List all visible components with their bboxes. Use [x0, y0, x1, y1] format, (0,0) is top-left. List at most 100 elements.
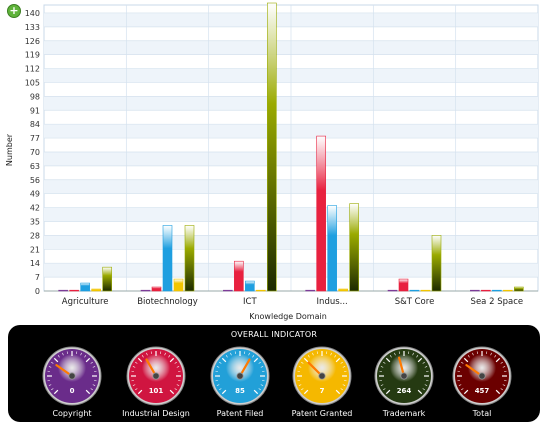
gauge-tick [417, 389, 423, 395]
bar[interactable] [338, 288, 348, 292]
y-tick-label: 84 [30, 120, 40, 129]
bar[interactable] [431, 235, 442, 292]
gauge-tick [176, 366, 180, 368]
gauge-tick [219, 388, 222, 391]
gauge-tick [461, 388, 464, 391]
bar[interactable] [470, 289, 480, 292]
gauge-tick [502, 366, 506, 368]
gauge-tick [174, 388, 177, 391]
bar[interactable] [514, 286, 524, 292]
gauge-value: 85 [235, 387, 245, 395]
bar[interactable] [173, 278, 184, 292]
gauge-label: Patent Filed [217, 409, 264, 418]
y-tick-label: 126 [25, 37, 40, 46]
x-axis-title: Knowledge Domain [249, 312, 327, 321]
bar[interactable] [69, 289, 79, 292]
gauge-tick [135, 361, 138, 364]
bar[interactable] [481, 289, 491, 292]
gauge-tick [424, 384, 428, 386]
bar[interactable] [349, 203, 359, 292]
gauge[interactable]: 101 Industrial Design [122, 346, 190, 418]
gauge-tick [416, 355, 419, 358]
bar[interactable] [184, 225, 195, 292]
gauge-tick [80, 352, 82, 356]
gauge-tick [342, 366, 346, 368]
bar[interactable] [420, 289, 431, 292]
gauge-tick [422, 361, 425, 364]
gauge-value: 7 [320, 387, 325, 395]
gauge-tick [216, 384, 220, 386]
gauge-tick [48, 384, 52, 386]
bar[interactable] [398, 278, 409, 292]
gauge-label: Total [472, 409, 492, 418]
gauge-tick [90, 388, 93, 391]
gauge-tick [169, 389, 175, 395]
gauge-tick [502, 384, 506, 386]
y-tick-label: 70 [30, 148, 40, 157]
gauge[interactable]: 457 Total [452, 346, 512, 418]
gauges: 0 Copyright 101 Industrial Design 85 Patent F… [42, 346, 512, 418]
bar[interactable] [267, 2, 277, 292]
x-tick-label: S&T Core [395, 297, 435, 307]
bar[interactable] [256, 289, 266, 292]
y-tick-label: 7 [35, 273, 40, 282]
bar[interactable] [503, 289, 513, 292]
gauge[interactable]: 0 Copyright [42, 346, 102, 418]
bar[interactable] [387, 289, 398, 292]
bar[interactable] [305, 289, 315, 292]
bar[interactable] [80, 282, 90, 292]
gauge-tick [340, 388, 343, 391]
gauge-tick [221, 357, 227, 363]
y-tick-label: 105 [25, 78, 40, 87]
gauge-tick [335, 357, 341, 363]
bar[interactable] [409, 289, 420, 292]
gauge[interactable]: 264 Trademark [374, 346, 434, 418]
gauge-tick [380, 366, 384, 368]
gauge-tick [500, 388, 503, 391]
y-tick-label: 28 [30, 231, 40, 240]
bar[interactable] [223, 289, 233, 292]
y-tick-label: 14 [30, 259, 40, 268]
bar[interactable] [316, 135, 326, 292]
bar[interactable] [151, 286, 162, 292]
gauge-hub [400, 372, 408, 380]
gauge-tick [230, 352, 232, 356]
y-tick-label: 140 [25, 9, 40, 18]
gauge-tick [62, 352, 64, 356]
gauge-tick [216, 366, 220, 368]
gauge-tick [458, 366, 462, 368]
bar[interactable] [140, 289, 151, 292]
gauge-tick [85, 357, 91, 363]
bar[interactable] [91, 288, 101, 292]
gauge-tick [137, 389, 143, 395]
gauge-tick [258, 361, 261, 364]
panel-title: OVERALL INDICATOR [230, 330, 318, 339]
bar[interactable] [102, 266, 112, 292]
gauge-tick [301, 388, 304, 391]
gauge-tick [225, 355, 228, 358]
bar[interactable] [234, 260, 244, 292]
overall-indicator-panel: OVERALL INDICATOR 0 Copyright 101 Industria… [8, 325, 540, 422]
gauge[interactable]: 85 Patent Filed [210, 346, 270, 418]
gauge-tick [90, 361, 93, 364]
gauge-hub [478, 372, 486, 380]
gauge-tick [342, 384, 346, 386]
gauge-tick [495, 357, 501, 363]
gauge-tick [168, 355, 171, 358]
bar[interactable] [245, 280, 255, 292]
gauge-tick [389, 355, 392, 358]
zoom-in-icon[interactable]: + [7, 4, 21, 18]
gauge-tick [135, 388, 138, 391]
gauge-tick [463, 389, 469, 395]
y-tick-label: 98 [30, 92, 40, 101]
gauge-tick [463, 357, 469, 363]
bar[interactable] [58, 289, 68, 292]
bar[interactable] [162, 225, 173, 292]
gauge-tick [301, 361, 304, 364]
gauge[interactable]: 7 Patent Granted [292, 346, 353, 418]
gauge-tick [92, 384, 96, 386]
bar[interactable] [327, 205, 337, 292]
y-axis-title: Number [5, 133, 14, 166]
bar[interactable] [492, 289, 502, 292]
gauge-hub [68, 372, 76, 380]
